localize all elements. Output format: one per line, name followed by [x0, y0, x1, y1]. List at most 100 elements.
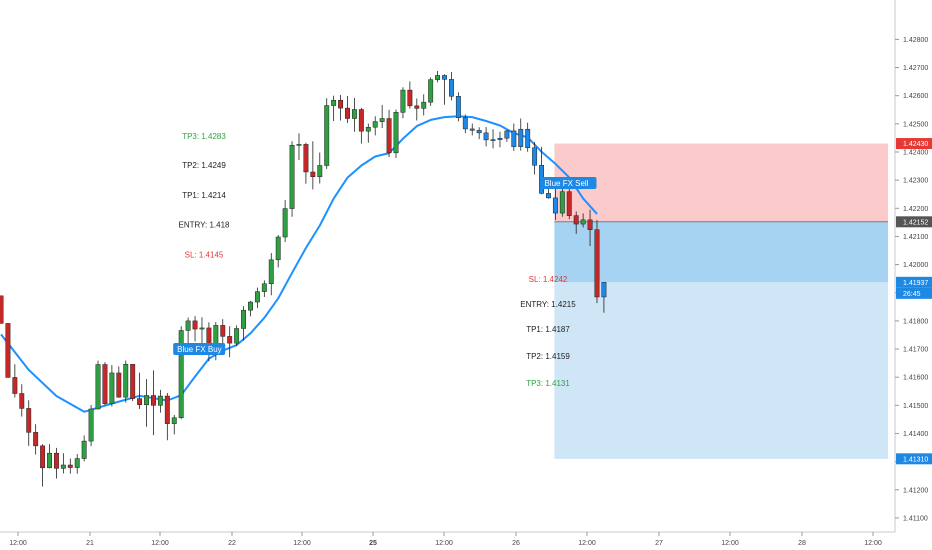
candle-body	[379, 118, 385, 122]
candle	[351, 97, 357, 132]
candle-body	[248, 301, 253, 311]
left-annotation: SL: 1.4145	[185, 251, 224, 260]
candle	[317, 152, 323, 184]
y-tick-label: 1.42100	[903, 234, 928, 241]
candle	[88, 405, 94, 447]
candle	[157, 389, 163, 413]
candle	[372, 116, 378, 136]
candle-body	[303, 144, 309, 173]
candle	[428, 77, 434, 106]
candle	[338, 94, 344, 121]
price-badge-bg	[896, 287, 932, 299]
candle	[455, 92, 461, 122]
candle-body	[476, 130, 482, 134]
candle	[511, 123, 517, 151]
x-tick-label: 12:00	[151, 540, 169, 547]
candle-body	[497, 137, 503, 140]
candle-body	[220, 325, 226, 337]
candle-body	[310, 171, 316, 178]
candle-body	[483, 132, 489, 141]
candle-body	[74, 458, 80, 468]
candle-body	[178, 330, 184, 418]
candle-body	[234, 328, 240, 344]
candle-body	[365, 126, 371, 132]
y-tick-label: 1.41500	[903, 403, 928, 410]
candle-body	[157, 395, 163, 406]
candle	[151, 370, 156, 436]
candle	[81, 435, 87, 462]
y-tick-label: 1.41200	[903, 487, 928, 494]
candle	[358, 107, 364, 144]
candle	[580, 213, 586, 228]
candle-body	[532, 147, 538, 166]
candle	[102, 362, 108, 406]
candle-body	[95, 364, 101, 410]
candle	[469, 123, 475, 136]
candle-body	[351, 109, 357, 119]
signal-labels: Blue FX Buy Blue FX Sell	[173, 176, 597, 356]
time-axis[interactable]: 12:00 21 12:00 22 12:00 25 12:00 26 12:00 27 12:00…	[9, 532, 882, 547]
candle-body	[254, 291, 260, 303]
candle-body	[393, 112, 399, 154]
right-annotation: TP1: 1.4187	[526, 325, 570, 334]
signal-label: Blue FX Buy	[173, 343, 226, 356]
candle-body	[289, 144, 295, 209]
candle	[234, 325, 240, 347]
y-tick-label: 1.42700	[903, 65, 928, 72]
candle-body	[573, 215, 579, 225]
signal-text: Blue FX Buy	[177, 345, 221, 354]
candle	[386, 109, 392, 158]
candle	[268, 253, 274, 296]
candle	[324, 98, 330, 169]
candle	[393, 109, 399, 158]
candle	[421, 94, 427, 116]
candle	[435, 70, 441, 83]
candle	[109, 365, 115, 407]
y-tick-label: 1.41700	[903, 347, 928, 354]
candle-body	[199, 327, 205, 330]
candle-body	[123, 363, 129, 398]
candle-body	[594, 229, 600, 298]
candle-body	[60, 464, 66, 469]
signal-badge	[173, 343, 226, 356]
candle	[26, 400, 32, 446]
x-tick-label: 12:00	[435, 540, 453, 547]
target-zone	[554, 282, 889, 459]
candle-body	[338, 99, 344, 109]
candle	[525, 122, 531, 152]
candle-body	[407, 89, 413, 107]
candle	[462, 114, 468, 134]
candle-body	[5, 323, 11, 378]
candle	[476, 127, 482, 140]
candle-body	[130, 363, 136, 399]
candle-body	[435, 75, 441, 80]
candle-body	[566, 191, 572, 216]
candle-body	[449, 79, 454, 97]
x-tick-label: 28	[798, 540, 806, 547]
y-tick-label: 1.42600	[903, 93, 928, 100]
candle-body	[428, 79, 434, 103]
candle-body	[53, 452, 59, 469]
candle	[74, 454, 80, 474]
candle	[130, 363, 136, 402]
candle-body	[116, 372, 122, 398]
x-tick-label: 12:00	[9, 540, 27, 547]
candle	[518, 118, 524, 151]
candle-body	[331, 99, 337, 106]
y-tick-label: 1.42500	[903, 121, 928, 128]
candle	[227, 326, 233, 358]
candle-body	[275, 236, 281, 261]
candle-body	[171, 417, 177, 424]
candle-body	[185, 320, 191, 331]
candle	[490, 129, 496, 149]
price-badge-bg	[896, 276, 932, 288]
right-annotation: TP3: 1.4131	[526, 379, 570, 388]
x-tick-label: 12:00	[721, 540, 739, 547]
candle	[60, 453, 66, 474]
trade-zones	[554, 143, 889, 459]
candle	[53, 447, 59, 479]
candle-body	[67, 464, 73, 468]
candle-body	[144, 395, 149, 406]
candle-body	[552, 197, 558, 214]
